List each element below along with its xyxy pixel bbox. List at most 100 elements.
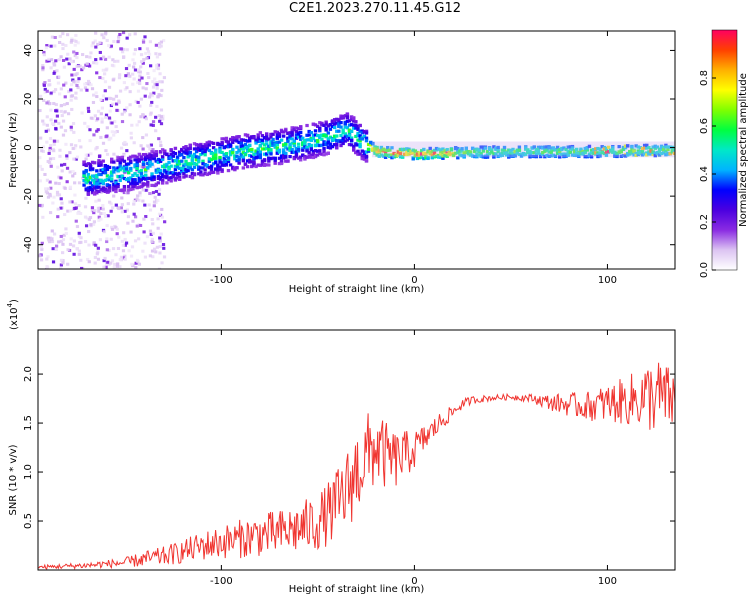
spectrogram-cell [347,142,352,147]
spectrogram-cell [318,135,322,140]
spectrogram-cell [123,254,127,258]
spectrogram-cell [284,151,288,155]
spectrogram-cell [307,138,311,142]
spectrogram-cell [621,154,626,158]
spectrogram-cell [307,129,311,134]
spectrogram-cell [298,155,303,159]
spectrogram-cell [124,190,129,194]
spectrogram-cell [157,42,162,46]
spectrogram-cell [122,188,127,192]
spectrogram-cell [45,123,49,127]
spectrogram-cell [277,148,282,152]
spectrogram-cell [116,262,120,266]
spectrogram-cell [143,115,147,119]
spectrogram-cell [118,33,122,37]
spectrogram-cell [61,58,66,62]
spectrogram-cell [309,147,313,151]
spectrogram-cell [128,90,132,94]
spectrogram-cell [324,128,328,132]
spectrogram-cell [392,155,396,159]
spectrogram-cell [288,146,292,150]
spectrogram-cell [224,163,229,167]
spectrogram-cell [420,149,424,153]
spectrogram-cell [473,149,477,153]
spectrogram-cell [413,149,418,153]
spectrogram-cell [252,152,256,156]
spectrogram-cell [606,150,611,154]
spectrogram-cell [46,187,51,191]
spectrogram-cell [139,115,143,119]
spectrogram-cell [375,147,379,151]
spectrogram-cell [449,148,454,152]
spectrogram-cell [77,204,81,208]
spectrogram-cell [328,146,333,150]
spectrogram-cell [150,172,154,176]
spectrogram-cell [86,153,90,157]
spectrogram-cell [201,159,205,163]
spectrogram-cell [47,57,51,61]
spectrogram-cell [155,86,159,90]
colorbar-tick-label: 0.8 [699,70,710,86]
spectrogram-cell [94,199,98,203]
spectrogram-cell [132,77,136,81]
spectrogram-cell [481,145,485,149]
spectrogram-cell [97,198,101,202]
spectrogram-cell [305,155,309,159]
spectrogram-cell [148,254,152,258]
spectrogram-cell [58,34,62,38]
x-tick-label: -100 [210,275,233,286]
spectrogram-cell [298,130,303,135]
spectrogram-cell [362,157,367,161]
spectrogram-cell [277,156,282,160]
spectrogram-cell [135,161,139,165]
spectrogram-cell [551,148,556,152]
spectrogram-cell [530,150,534,155]
spectrogram-cell [269,152,273,156]
spectrogram-cell [468,153,473,157]
spectrogram-cell [147,144,151,148]
spectrogram-cell [48,236,52,240]
spectrogram-cell [144,87,148,91]
spectrogram-cell [120,239,124,243]
spectrogram-cell [199,152,203,157]
spectrogram-cell [132,202,136,206]
spectrogram-cell [192,173,197,177]
spectrogram-cell [50,240,55,244]
spectrogram-cell [46,236,51,240]
spectrogram-cell [453,146,458,150]
spectrogram-cell [61,133,66,137]
spectrogram-cell [341,128,345,132]
spectrogram-cell [575,151,579,155]
spectrogram-cell [141,182,146,186]
spectrogram-cell [284,145,288,149]
spectrogram-cell [144,117,148,121]
spectrogram-cell [479,152,483,156]
spectrogram-cell [279,155,284,159]
spectrogram-cell [154,52,158,56]
spectrogram-cell [107,85,112,89]
spectrogram-cell [313,139,318,143]
spectrogram-cell [222,163,226,167]
spectrogram-cell [124,167,129,171]
spectrogram-cell [328,142,333,146]
spectrogram-cell [66,52,70,56]
colorbar-tick-label: 0.0 [699,262,710,278]
spectrogram-cell [137,179,142,183]
spectrogram-cell [596,153,600,157]
spectrogram-cell [596,154,600,159]
spectrogram-cell [322,140,326,144]
spectrogram-cell [358,129,362,133]
spectrogram-cell [186,152,190,156]
spectrogram-cell [113,59,117,63]
spectrogram-cell [296,135,301,139]
spectrogram-cell [647,145,651,150]
spectrogram-cell [356,124,360,128]
spectrogram-cell [536,145,541,149]
spectrogram-cell [326,137,330,141]
spectrogram-cell [228,153,233,157]
spectrogram-cell [137,262,142,266]
spectrogram-cell [307,151,311,155]
spectrogram-cell [110,63,115,67]
spectrogram-cell [56,81,61,85]
spectrogram-cell [45,265,49,269]
